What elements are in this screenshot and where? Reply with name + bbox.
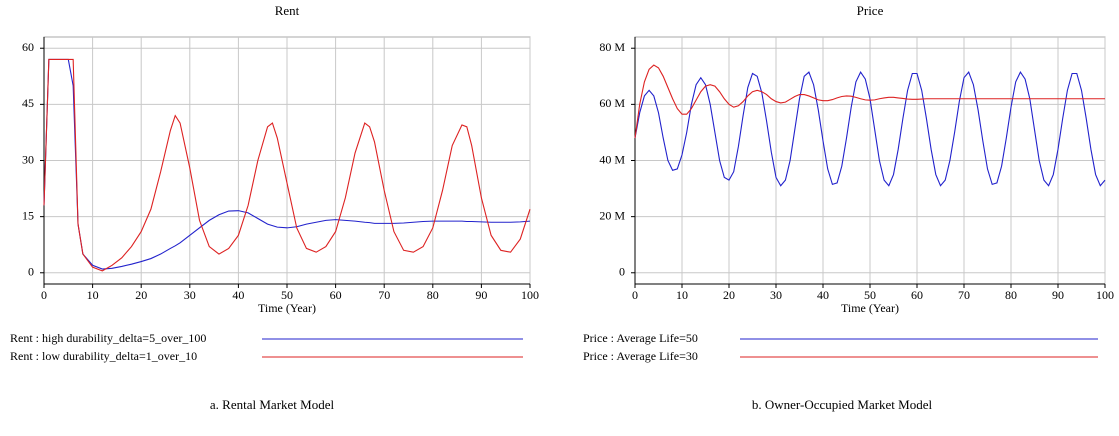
y-tick-label: 60 M (599, 96, 625, 110)
chart-title: Price (857, 3, 884, 18)
x-tick-label: 70 (378, 288, 390, 302)
series-line (43, 58, 531, 270)
legend-label: Rent : high durability_delta=5_over_100 (10, 331, 206, 345)
y-tick-label: 40 M (599, 152, 625, 166)
x-tick-label: 90 (1052, 288, 1064, 302)
legend-label: Rent : low durability_delta=1_over_10 (10, 349, 197, 363)
chart-title: Rent (275, 3, 300, 18)
x-tick-label: 80 (427, 288, 439, 302)
y-tick-label: 80 M (599, 40, 625, 54)
y-tick-label: 20 M (599, 208, 625, 222)
x-tick-label: 50 (864, 288, 876, 302)
x-tick-label: 30 (184, 288, 196, 302)
x-tick-label: 30 (770, 288, 782, 302)
x-tick-label: 20 (135, 288, 147, 302)
x-tick-label: 80 (1005, 288, 1017, 302)
legend-label: Price : Average Life=50 (583, 331, 698, 345)
y-tick-label: 45 (22, 96, 34, 110)
y-tick-label: 0 (28, 265, 34, 279)
caption: b. Owner-Occupied Market Model (752, 397, 933, 412)
y-tick-label: 0 (619, 265, 625, 279)
x-tick-label: 70 (958, 288, 970, 302)
y-tick-label: 60 (22, 40, 34, 54)
x-tick-label: 20 (723, 288, 735, 302)
x-tick-label: 0 (632, 288, 638, 302)
x-tick-label: 10 (676, 288, 688, 302)
x-tick-label: 40 (232, 288, 244, 302)
y-tick-label: 30 (22, 152, 34, 166)
x-tick-label: 60 (911, 288, 923, 302)
legend-label: Price : Average Life=30 (583, 349, 698, 363)
series-line (634, 70, 1106, 187)
series-line (43, 58, 531, 272)
x-tick-label: 0 (41, 288, 47, 302)
x-tick-label: 90 (475, 288, 487, 302)
caption: a. Rental Market Model (210, 397, 335, 412)
x-tick-label: 60 (330, 288, 342, 302)
x-tick-label: 100 (521, 288, 539, 302)
x-axis-label: Time (Year) (258, 301, 316, 315)
x-tick-label: 100 (1096, 288, 1114, 302)
y-tick-label: 15 (22, 208, 34, 222)
series-line (634, 64, 1105, 139)
x-axis-label: Time (Year) (841, 301, 899, 315)
x-tick-label: 50 (281, 288, 293, 302)
x-tick-label: 40 (817, 288, 829, 302)
x-tick-label: 10 (87, 288, 99, 302)
